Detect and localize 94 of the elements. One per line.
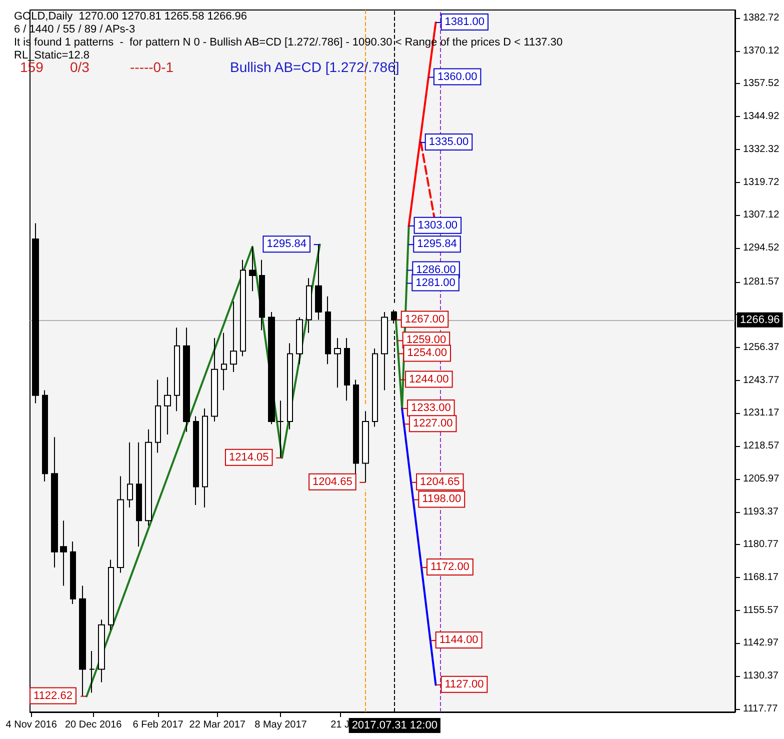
candlestick: [98, 619, 105, 683]
annotation: 1198.00: [422, 493, 462, 506]
candlestick: [202, 408, 208, 508]
candlestick: [183, 327, 190, 432]
candlestick: [51, 436, 58, 568]
candlestick: [391, 309, 397, 324]
candlestick: [277, 400, 284, 458]
candlestick: [89, 650, 95, 694]
annotation: 1254.00: [407, 347, 447, 360]
annotation: 1233.00: [411, 402, 451, 414]
y-tick-label: 1281.57: [743, 276, 780, 288]
candlestick: [145, 428, 152, 526]
annotation: 1295.84: [417, 238, 457, 250]
x-tick-label: 6 Feb 2017: [132, 720, 184, 730]
annotation: 1214.05: [228, 451, 269, 464]
candlestick: [136, 442, 142, 548]
candlestick: [381, 311, 388, 391]
annotation: -----0-1: [130, 59, 174, 75]
text: 6 / 1440 / 55 / 89 / APs-3: [14, 24, 136, 36]
candlestick: [315, 244, 322, 320]
y-tick-label: 1231.17: [743, 408, 780, 419]
y-tick-label: 1307.12: [743, 210, 780, 221]
x-tick-label: 8 May 2017: [254, 720, 308, 730]
candlestick: [334, 338, 341, 388]
y-tick-label: 1332.32: [743, 144, 780, 155]
annotation: 1281.00: [416, 276, 456, 289]
candlestick: [287, 342, 293, 430]
annotation: 1259.00: [406, 334, 446, 346]
candlestick: [60, 520, 67, 586]
ref-line-label: 2017.07.31 12:00: [352, 720, 438, 732]
candlestick: [174, 327, 180, 412]
annotation: 1295.84: [266, 238, 306, 250]
annotation: Bullish AB=CD [1.272/.786]: [230, 59, 400, 75]
annotation: 1144.00: [439, 634, 478, 646]
candlestick: [372, 348, 378, 428]
x-tick-label: 20 Dec 2016: [64, 720, 122, 730]
candlestick: [325, 296, 331, 365]
annotation: 1303.00: [418, 219, 458, 232]
y-tick-label: 1180.77: [743, 539, 779, 550]
candlestick: [193, 416, 199, 506]
candlestick: [108, 559, 114, 631]
candlestick: [230, 301, 237, 372]
candlestick: [240, 259, 246, 357]
annotation: 1381.00: [444, 16, 485, 28]
y-tick-label: 1319.72: [743, 176, 780, 188]
y-tick-label: 1168.17: [743, 572, 779, 584]
y-tick-label: 1117.77: [743, 703, 778, 714]
candlestick: [155, 379, 161, 454]
candlestick: [268, 311, 275, 425]
candlestick: [362, 410, 369, 483]
y-tick-label: 1142.97: [743, 638, 779, 649]
annotation: 1227.00: [412, 418, 453, 430]
annotation: 1286.00: [416, 264, 456, 276]
annotation: 0/3: [70, 59, 90, 75]
candlestick: [249, 246, 256, 292]
candlestick: [353, 379, 359, 474]
candlestick: [42, 390, 48, 482]
y-tick-label: 1344.92: [743, 111, 780, 122]
ref-line-label: 1266.96: [740, 314, 780, 326]
annotation: 1127.00: [444, 678, 484, 690]
y-tick-label: 1193.37: [743, 506, 779, 518]
candlestick: [306, 278, 312, 334]
annotation: 1335.00: [428, 136, 469, 148]
y-tick-label: 1357.52: [743, 78, 780, 90]
candlestick: [117, 476, 124, 574]
y-tick-label: 1370.12: [743, 45, 780, 56]
candlestick: [296, 316, 303, 365]
candlestick: [79, 585, 86, 697]
y-tick-label: 1155.57: [743, 604, 779, 616]
annotation: 1204.65: [312, 476, 352, 488]
annotation: 1244.00: [409, 373, 449, 386]
candlestick: [127, 442, 133, 508]
y-tick-label: 1382.72: [743, 12, 780, 24]
y-tick-label: 1294.52: [743, 242, 780, 254]
candlestick: [259, 259, 265, 331]
candlestick: [70, 540, 76, 605]
annotation: 1204.65: [420, 476, 460, 488]
annotation: 1267.00: [404, 313, 445, 326]
y-tick-label: 1243.77: [743, 374, 780, 386]
candlestick: [211, 338, 218, 422]
x-tick-label: 4 Nov 2016: [6, 720, 58, 730]
annotation: 1360.00: [437, 70, 478, 83]
candlestick: [164, 376, 171, 436]
y-tick-label: 1218.57: [743, 440, 780, 452]
candlestick: [221, 332, 227, 391]
y-tick-label: 1205.97: [743, 473, 780, 484]
candlestick: [344, 338, 350, 402]
annotation: 1122.62: [34, 690, 72, 702]
y-tick-label: 1130.37: [743, 670, 779, 682]
annotation: 1172.00: [430, 561, 470, 574]
y-tick-label: 1256.37: [743, 342, 780, 354]
candlestick: [32, 222, 39, 404]
x-tick-label: 22 Mar 2017: [189, 720, 246, 730]
x-tick-label: 21 J: [330, 720, 350, 730]
